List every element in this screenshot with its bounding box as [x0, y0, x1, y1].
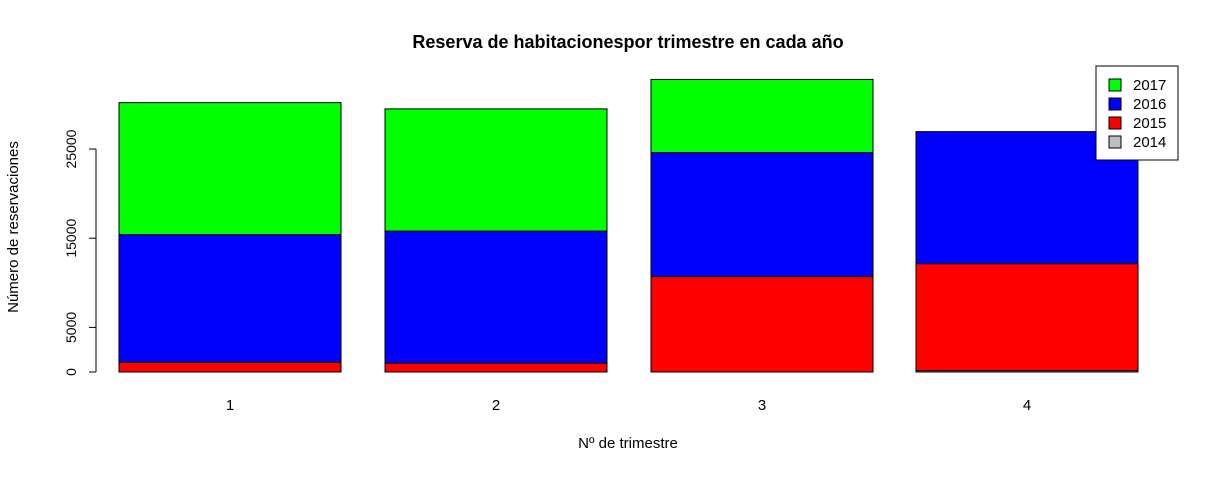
y-tick-label-25000: 25000	[63, 129, 79, 168]
y-tick-label-5000: 5000	[63, 312, 79, 343]
bars-group	[118, 78, 1139, 373]
legend-swatch-2016	[1108, 97, 1122, 111]
legend-swatch-2017	[1108, 78, 1122, 92]
y-tick-label-0: 0	[63, 368, 79, 376]
x-tick-label-1: 1	[226, 397, 234, 414]
legend-label-2014: 2014	[1133, 134, 1166, 151]
x-tick-label-3: 3	[758, 397, 766, 414]
bar-segment-2017-q1	[118, 102, 342, 236]
x-tick-labels: 1 2 3 4	[226, 397, 1031, 414]
bar-segment-2015-q1	[118, 361, 342, 373]
bar-segment-2016-q2	[384, 230, 608, 364]
bar-segment-2015-q2	[384, 362, 608, 373]
x-axis-label: Nº de trimestre	[578, 435, 678, 452]
bar-segment-2016-q1	[118, 234, 342, 363]
y-axis-label: Número de reservaciones	[5, 141, 22, 313]
bar-segment-2015-q4	[915, 263, 1139, 372]
bar-segment-2015-q3	[650, 276, 874, 373]
bar-segment-2017-q3	[650, 78, 874, 154]
legend-label-2015: 2015	[1133, 115, 1166, 132]
y-axis: 0 5000 15000 25000	[63, 129, 97, 376]
legend-label-2016: 2016	[1133, 96, 1166, 113]
legend: 2017 2016 2015 2014	[1095, 65, 1179, 161]
legend-label-2017: 2017	[1133, 77, 1166, 94]
chart-title: Reserva de habitacionespor trimestre en …	[412, 32, 843, 52]
y-tick-label-15000: 15000	[63, 219, 79, 258]
x-tick-label-2: 2	[492, 397, 500, 414]
legend-swatch-2015	[1108, 116, 1122, 130]
bar-segment-2017-q2	[384, 108, 608, 232]
x-tick-label-4: 4	[1023, 397, 1031, 414]
bar-segment-2016-q3	[650, 152, 874, 278]
legend-swatch-2014	[1108, 135, 1122, 149]
